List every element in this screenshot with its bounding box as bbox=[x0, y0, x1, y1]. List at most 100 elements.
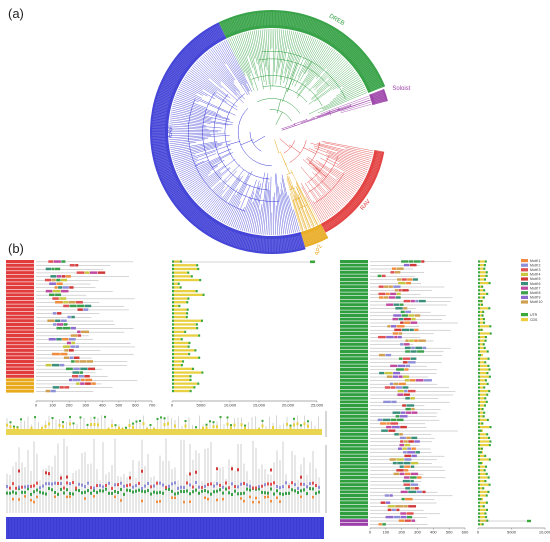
utr-box bbox=[219, 416, 222, 419]
leaf-label bbox=[155, 103, 169, 107]
motif-box bbox=[400, 411, 406, 414]
leaf-label bbox=[159, 89, 172, 95]
motif-box bbox=[159, 490, 161, 494]
leaf-label bbox=[167, 72, 180, 79]
cds-box bbox=[480, 339, 485, 342]
motif-box bbox=[171, 489, 173, 493]
leaf-label bbox=[247, 14, 251, 28]
gene-id-label bbox=[340, 371, 368, 375]
motif-box bbox=[407, 278, 413, 281]
motif-box bbox=[377, 418, 383, 422]
branch bbox=[310, 176, 340, 211]
motif-box bbox=[60, 352, 68, 356]
utr-box bbox=[195, 290, 198, 293]
utr-box bbox=[483, 469, 486, 472]
cds-box bbox=[69, 422, 71, 426]
motif-box bbox=[264, 495, 266, 499]
leaf-label bbox=[351, 52, 362, 61]
utr-box bbox=[478, 364, 480, 367]
utr-box bbox=[478, 307, 480, 310]
branch bbox=[203, 185, 225, 210]
axis-tick-label: 20,000 bbox=[282, 403, 295, 408]
leaf-label bbox=[202, 219, 211, 231]
motif-box bbox=[56, 278, 61, 282]
leaf-label bbox=[244, 15, 248, 28]
branch-stem bbox=[283, 160, 290, 174]
leaf-label bbox=[224, 21, 230, 34]
branch bbox=[230, 207, 240, 227]
motif-box bbox=[399, 303, 404, 306]
branch bbox=[275, 173, 282, 235]
motif-box bbox=[240, 492, 242, 496]
motif-box bbox=[410, 487, 415, 490]
cds-box bbox=[174, 349, 195, 352]
motif-box bbox=[231, 482, 233, 486]
gene-id-label bbox=[340, 515, 368, 519]
leaf-label bbox=[375, 100, 386, 104]
motif-box bbox=[222, 485, 224, 489]
legend-label: Motif 4 bbox=[530, 273, 541, 277]
leaf-label bbox=[346, 46, 357, 56]
leaf-label bbox=[315, 229, 320, 240]
utr-box bbox=[478, 328, 480, 331]
utr-box bbox=[478, 426, 480, 429]
motif-box bbox=[77, 308, 83, 311]
leaf-label bbox=[317, 23, 324, 36]
ap2-branch bbox=[292, 199, 303, 232]
cds-box bbox=[121, 427, 124, 431]
utr-box bbox=[196, 327, 199, 330]
utr-box bbox=[139, 419, 141, 422]
branch-arc bbox=[289, 140, 307, 163]
branch bbox=[217, 44, 243, 85]
branch bbox=[300, 182, 324, 222]
utr-box bbox=[482, 505, 485, 508]
leaf-label bbox=[284, 12, 287, 26]
leaf-label bbox=[182, 51, 193, 61]
motif-box bbox=[400, 515, 407, 519]
motif-box bbox=[207, 497, 209, 501]
utr-box bbox=[182, 360, 185, 363]
motif-box bbox=[389, 494, 393, 497]
gene-id-label bbox=[340, 519, 368, 523]
leaf-label bbox=[375, 159, 381, 162]
leaf-label bbox=[253, 237, 256, 251]
branch bbox=[285, 33, 302, 88]
branch bbox=[177, 90, 229, 114]
utr-box bbox=[185, 315, 188, 319]
cds-box bbox=[226, 422, 229, 426]
utr-box bbox=[172, 334, 174, 337]
cds-box bbox=[62, 425, 64, 429]
branch bbox=[197, 61, 221, 84]
group-label-soloist: Soloist bbox=[392, 86, 410, 92]
gene-id-label bbox=[340, 281, 368, 285]
motif-box bbox=[135, 484, 137, 488]
motif-box bbox=[189, 472, 191, 476]
motif-box bbox=[56, 338, 62, 341]
motif-box bbox=[414, 440, 420, 443]
motif-box bbox=[159, 500, 161, 503]
motif-box bbox=[392, 375, 399, 378]
gene-id-label bbox=[6, 378, 34, 382]
gene-id-label bbox=[340, 501, 368, 505]
leaf-label bbox=[338, 37, 347, 49]
legend-label: Motif 6 bbox=[530, 282, 541, 286]
cds-box bbox=[174, 345, 188, 348]
motif-box bbox=[180, 485, 182, 489]
motif-box bbox=[392, 411, 401, 414]
cds-box bbox=[480, 350, 487, 353]
leaf-label bbox=[165, 181, 178, 189]
motif-box bbox=[404, 469, 409, 472]
axis-tick-label: 600 bbox=[462, 530, 469, 535]
branch bbox=[304, 209, 313, 227]
leaf-label bbox=[370, 84, 383, 91]
motif-box bbox=[386, 425, 392, 429]
motif-box bbox=[80, 367, 88, 371]
leaf-label bbox=[292, 237, 296, 250]
leaf-label bbox=[166, 183, 179, 190]
leaf-label bbox=[373, 94, 385, 99]
leaf-label bbox=[331, 220, 335, 226]
utr-box bbox=[485, 494, 488, 497]
motif-box bbox=[386, 375, 393, 378]
motif-box bbox=[75, 360, 80, 363]
leaf-label bbox=[377, 151, 383, 153]
